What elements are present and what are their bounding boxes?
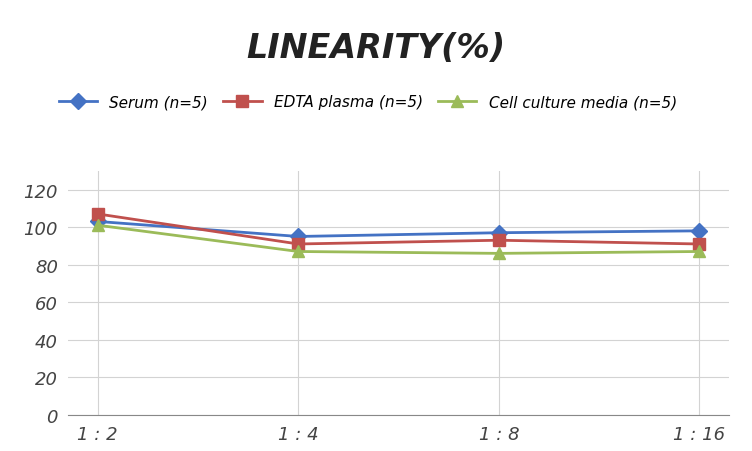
Text: LINEARITY(%): LINEARITY(%): [247, 32, 505, 64]
Serum (n=5): [294, 234, 303, 239]
Line: Serum (n=5): Serum (n=5): [92, 216, 705, 243]
Serum (n=5): [695, 229, 704, 234]
Cell culture media (n=5): [93, 223, 102, 228]
Serum (n=5): [93, 219, 102, 225]
Line: EDTA plasma (n=5): EDTA plasma (n=5): [92, 209, 705, 250]
EDTA plasma (n=5): [695, 242, 704, 247]
EDTA plasma (n=5): [494, 238, 503, 244]
EDTA plasma (n=5): [93, 212, 102, 217]
Cell culture media (n=5): [294, 249, 303, 255]
Cell culture media (n=5): [695, 249, 704, 255]
Serum (n=5): [494, 230, 503, 236]
Line: Cell culture media (n=5): Cell culture media (n=5): [92, 220, 705, 259]
EDTA plasma (n=5): [294, 242, 303, 247]
Legend: Serum (n=5), EDTA plasma (n=5), Cell culture media (n=5): Serum (n=5), EDTA plasma (n=5), Cell cul…: [53, 89, 683, 116]
Cell culture media (n=5): [494, 251, 503, 257]
